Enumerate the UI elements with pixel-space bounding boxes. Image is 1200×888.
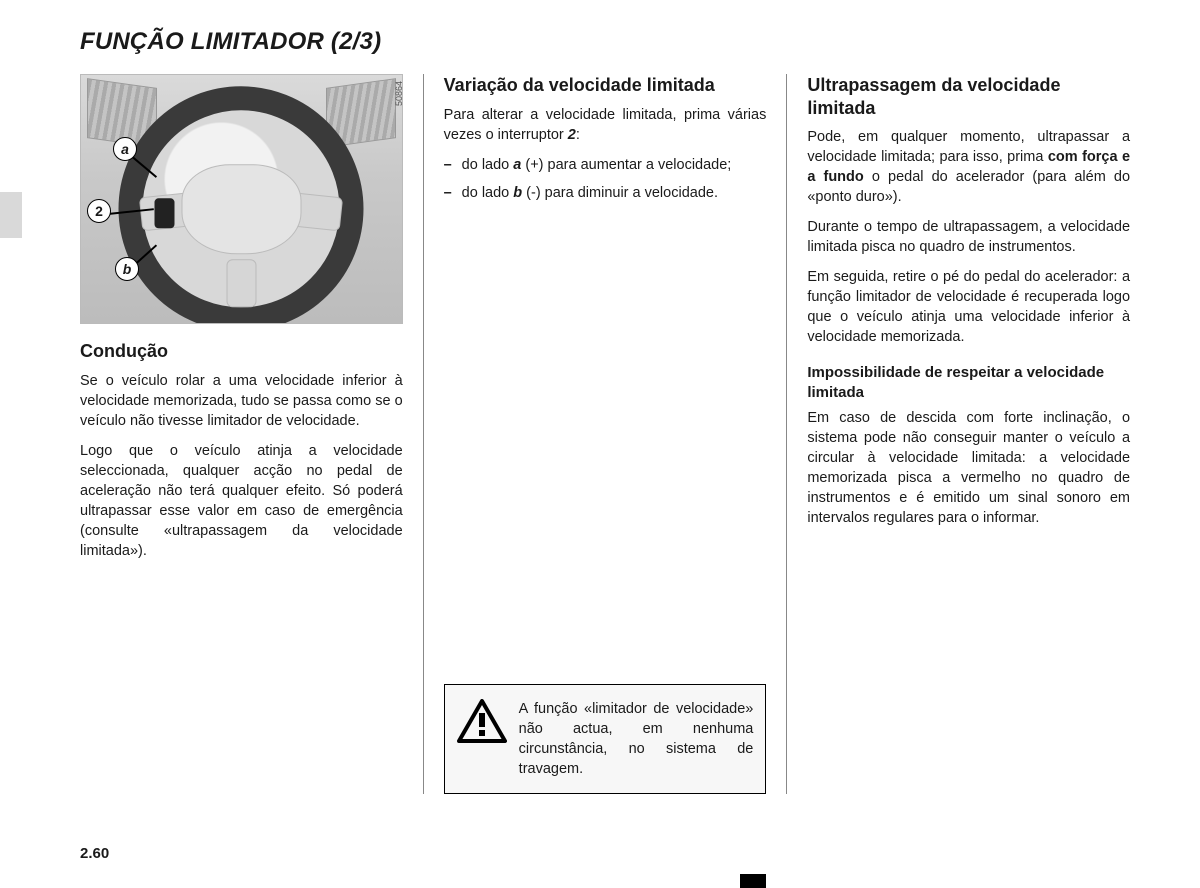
col2-li2: do lado b (-) para diminuir a velocidade…	[444, 183, 767, 203]
image-code: 50864	[394, 81, 403, 106]
page-number: 2.60	[80, 845, 109, 862]
heading-ultra: Ultrapassagem da velocidade limitada	[807, 74, 1130, 119]
warning-icon	[457, 699, 507, 748]
print-mark	[740, 874, 766, 888]
callout-2: 2	[87, 199, 111, 223]
col3-p4: Em caso de descida com forte inclinação,…	[807, 408, 1130, 528]
heading-conducao: Condução	[80, 340, 403, 363]
col2-list: do lado a (+) para aumentar a velocidade…	[444, 155, 767, 211]
steering-wheel-figure: a 2 b 50864	[80, 74, 403, 324]
column-1: a 2 b 50864 Condução Se o veículo rolar …	[80, 74, 403, 794]
col1-p2: Logo que o veículo atinja a velocidade s…	[80, 441, 403, 561]
col1-p1: Se o veículo rolar a uma velocidade infe…	[80, 371, 403, 431]
col2-intro-a: Para alterar a velocidade limitada, prim…	[444, 107, 767, 143]
col2-intro: Para alterar a velocidade limitada, prim…	[444, 105, 767, 145]
column-divider-1	[423, 74, 424, 794]
page-title: FUNÇÃO LIMITADOR (2/3)	[80, 28, 1130, 56]
column-2: Variação da velocidade limitada Para alt…	[444, 74, 767, 794]
li2-b: (-) para diminuir a velocidade.	[522, 185, 718, 201]
col2-intro-b: :	[576, 127, 580, 143]
col2-intro-ref: 2	[568, 127, 576, 143]
warning-box: A função «limitador de velocidade» não a…	[444, 684, 767, 794]
columns: a 2 b 50864 Condução Se o veículo rolar …	[80, 74, 1130, 794]
li2-a: do lado	[462, 185, 514, 201]
heading-imposs: Impossibilidade de respeitar a velocidad…	[807, 363, 1130, 402]
col3-p3: Em seguida, retire o pé do pedal do acel…	[807, 267, 1130, 347]
column-divider-2	[786, 74, 787, 794]
callout-b: b	[115, 257, 139, 281]
column-3: Ultrapassagem da velocidade limitada Pod…	[807, 74, 1130, 794]
warning-text: A função «limitador de velocidade» não a…	[519, 699, 754, 779]
callout-a: a	[113, 137, 137, 161]
heading-variacao: Variação da velocidade limitada	[444, 74, 767, 97]
col2-li1: do lado a (+) para aumentar a velocidade…	[444, 155, 767, 175]
li1-b: (+) para aumentar a velocidade;	[521, 157, 731, 173]
page: FUNÇÃO LIMITADOR (2/3)	[0, 0, 1200, 888]
li2-ref: b	[513, 185, 522, 201]
col3-p2: Durante o tempo de ultrapassagem, a velo…	[807, 217, 1130, 257]
col3-p1: Pode, em qualquer momento, ultrapassar a…	[807, 127, 1130, 207]
li1-a: do lado	[462, 157, 514, 173]
